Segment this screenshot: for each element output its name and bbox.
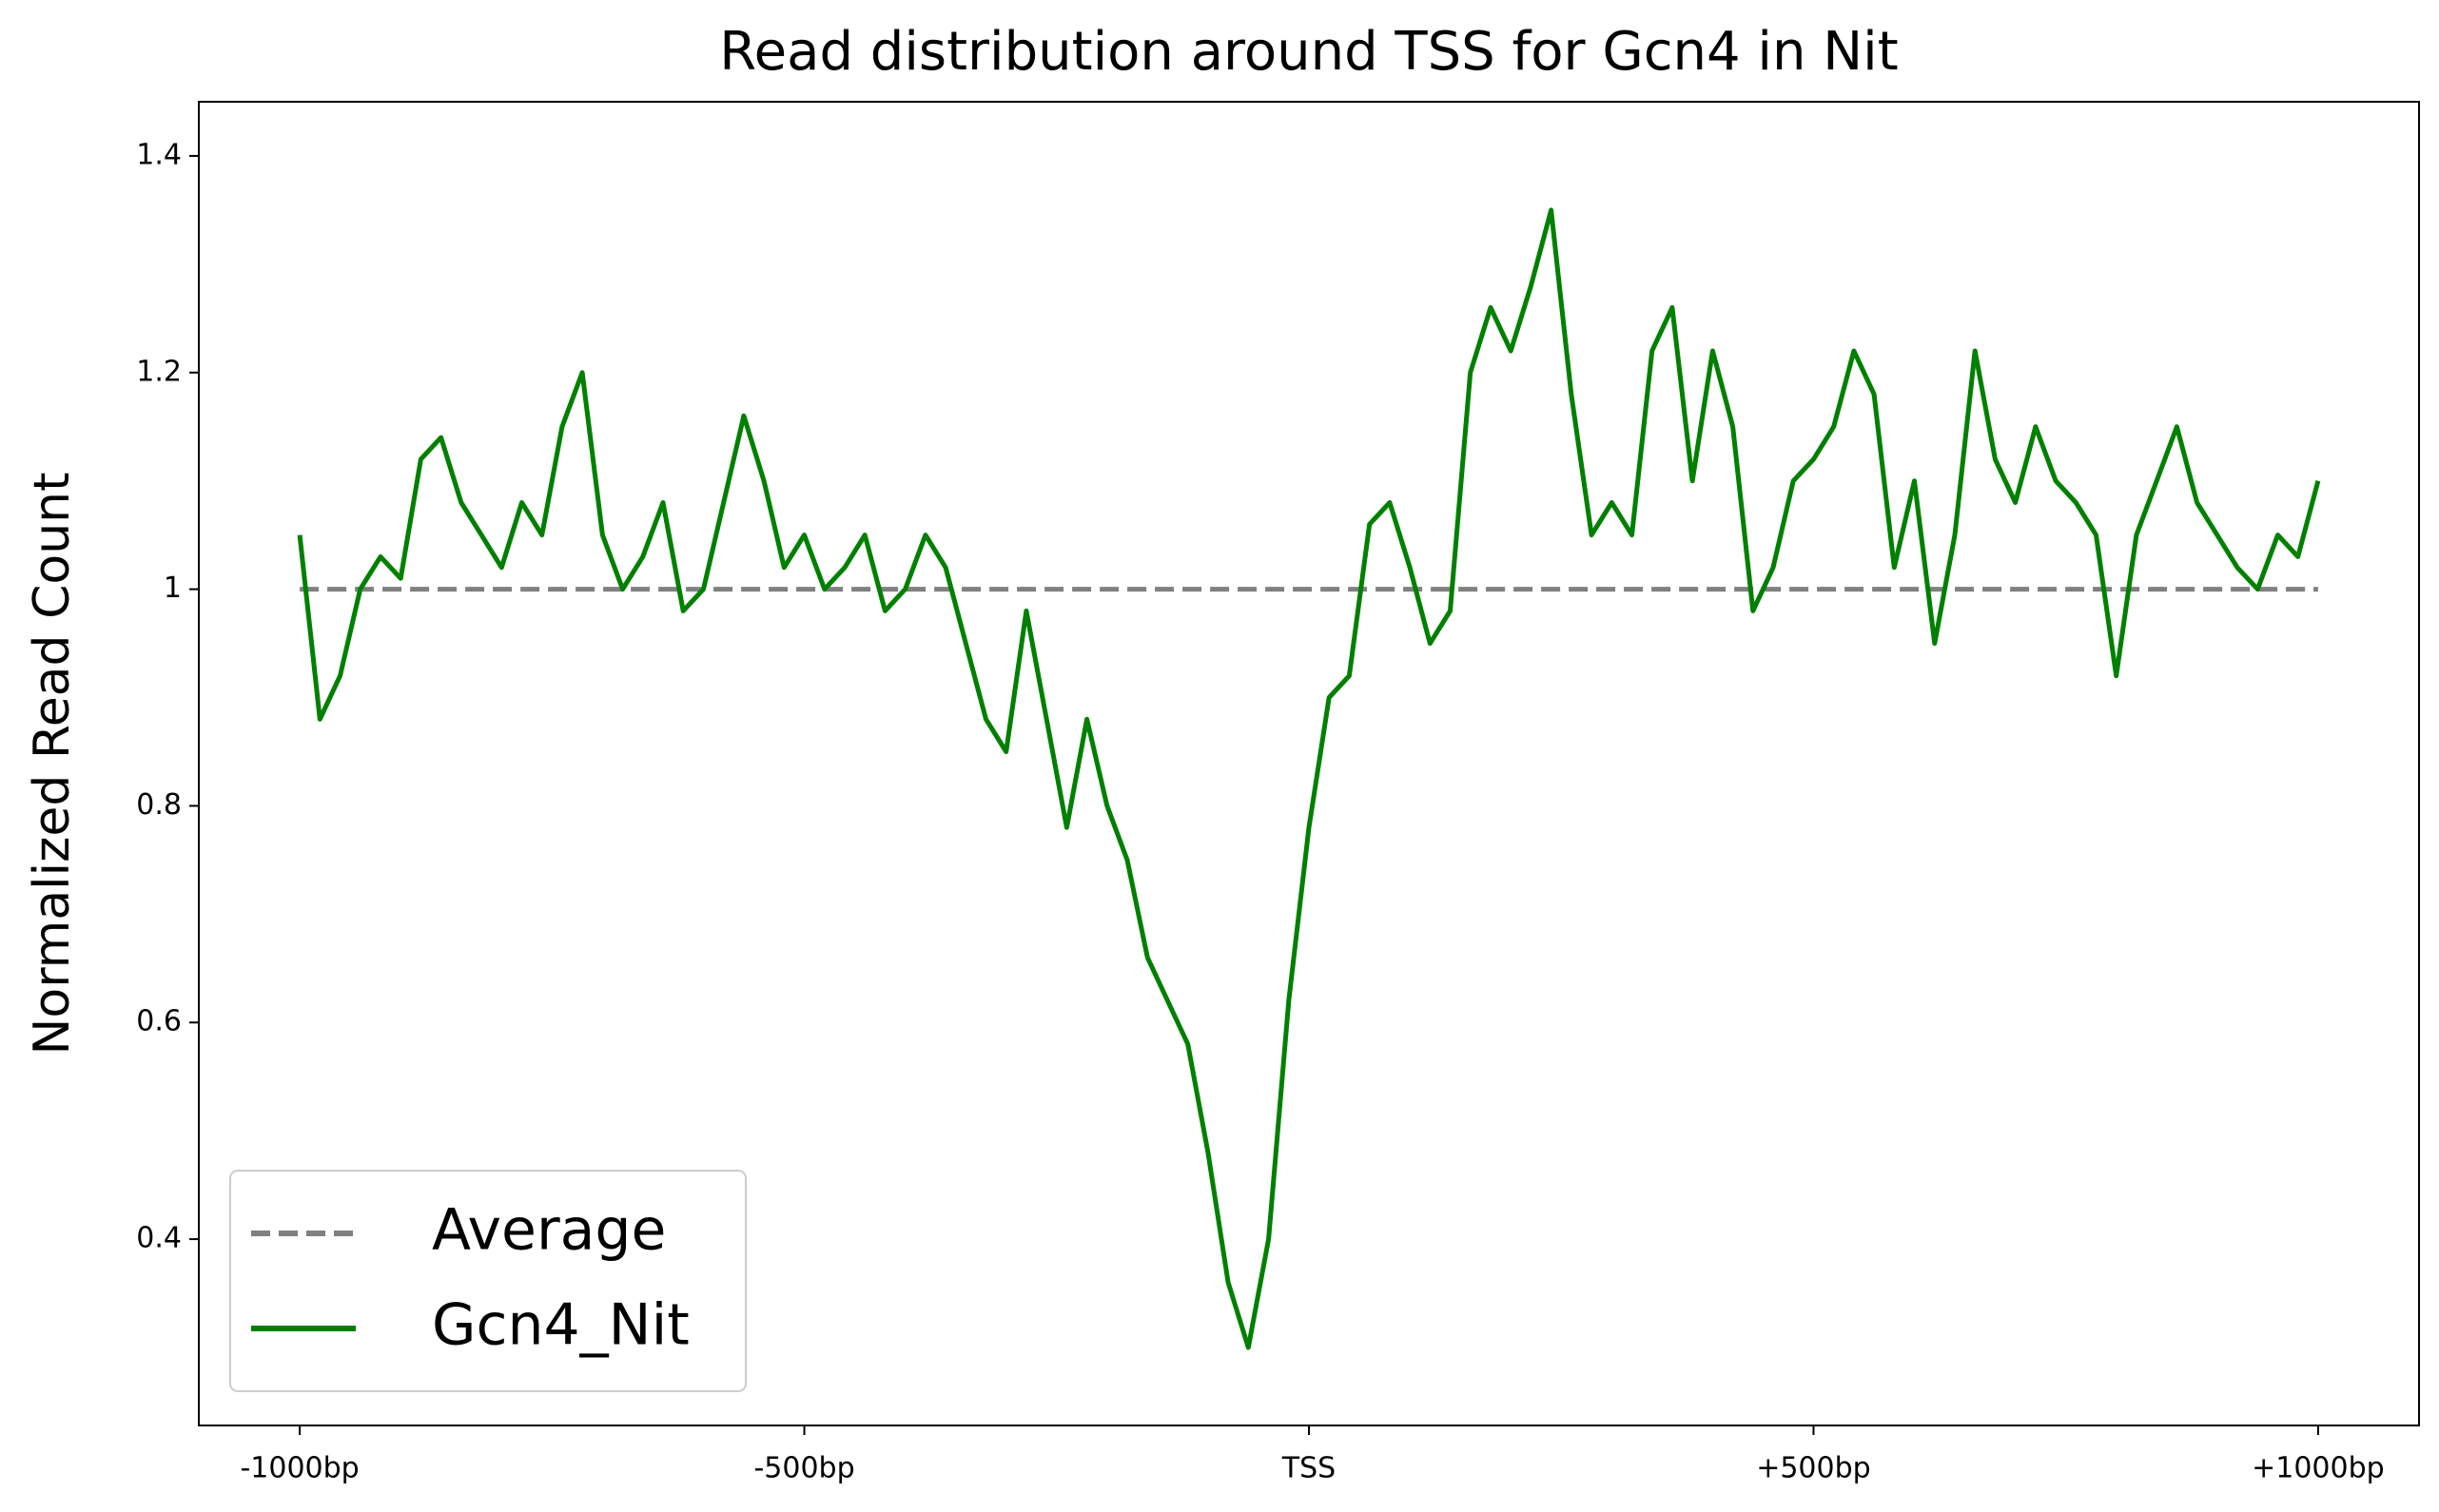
y-axis-label: Normalized Read Count [24, 472, 81, 1055]
x-tick-label: -500bp [753, 1452, 854, 1485]
y-tick-label: 0.6 [136, 1005, 182, 1038]
legend-label: Gcn4_Nit [432, 1292, 690, 1359]
legend: Average Gcn4_Nit [229, 1170, 747, 1392]
x-tick-label: +1000bp [2252, 1452, 2385, 1485]
x-tick-label: +500bp [1756, 1452, 1870, 1485]
y-tick-label: 0.8 [136, 788, 182, 822]
legend-label: Average [432, 1197, 666, 1264]
series-line [297, 207, 2321, 1350]
y-tick-label: 1.2 [136, 355, 182, 388]
chart-title: Read distribution around TSS for Gcn4 in… [719, 21, 1898, 83]
legend-box [229, 1170, 747, 1392]
y-tick-label: 1.4 [136, 138, 182, 171]
x-tick-label: TSS [1281, 1452, 1336, 1485]
y-tick-label: 1 [164, 572, 182, 605]
y-tick-label: 0.4 [136, 1222, 182, 1255]
x-tick-label: -1000bp [240, 1452, 359, 1485]
